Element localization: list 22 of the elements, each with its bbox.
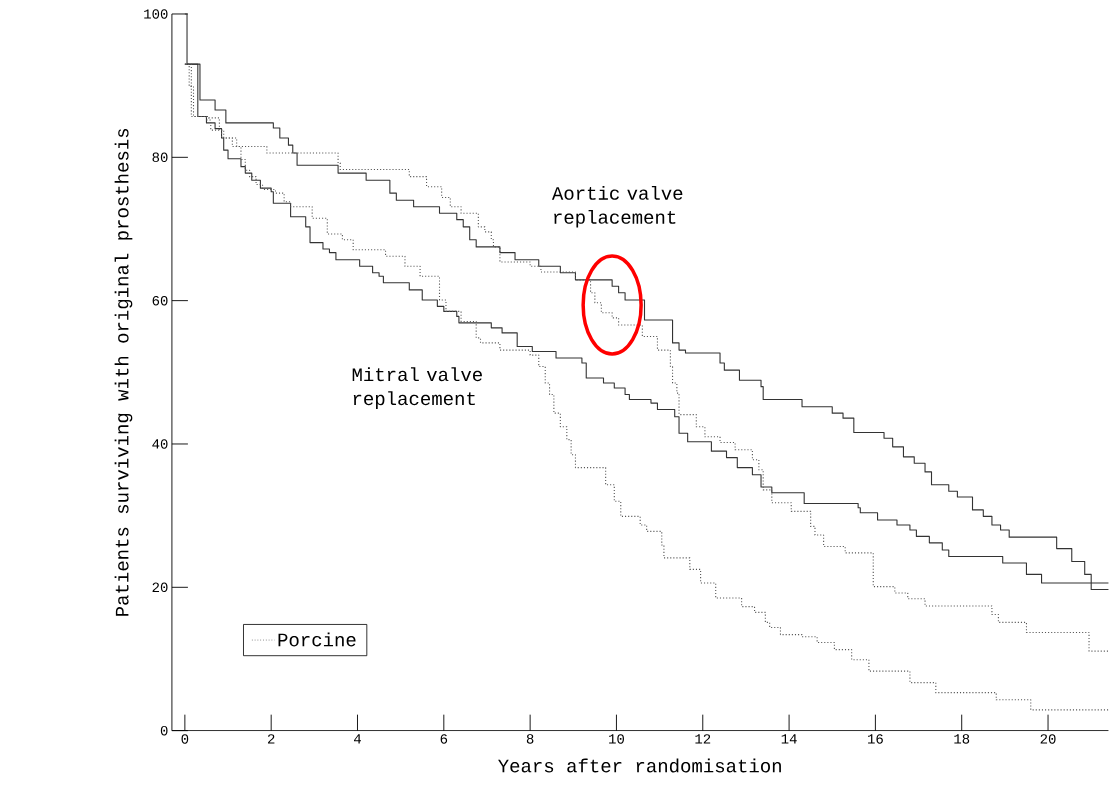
annotation: Aortic valve replacement — [551, 186, 683, 228]
y-axis-title: Patients surviving with original prosthesis — [114, 129, 133, 617]
x-axis-title: Years after randomisation — [498, 758, 781, 773]
x-tick-label: 20 — [1040, 734, 1056, 744]
x-tick-label: 8 — [526, 734, 534, 744]
y-tick-label: 40 — [152, 439, 168, 449]
x-tick-label: 6 — [440, 734, 448, 744]
y-tick-label: 60 — [152, 296, 168, 306]
x-tick-label: 2 — [267, 734, 275, 744]
y-tick-label: 100 — [144, 9, 168, 19]
x-tick-label: 16 — [868, 734, 883, 744]
x-tick-label: 0 — [181, 734, 189, 744]
x-tick-label: 14 — [781, 734, 797, 744]
y-tick-label: 0 — [160, 726, 168, 736]
x-tick-label: 18 — [954, 734, 970, 744]
y-tick-label: 80 — [152, 152, 168, 163]
y-tick-label: 20 — [152, 582, 168, 593]
x-tick-label: 10 — [609, 734, 624, 744]
legend-label: Porcine — [278, 632, 356, 647]
annotation: Mitral valve replacement — [352, 367, 482, 410]
x-tick-label: 12 — [695, 734, 711, 744]
x-tick-label: 4 — [354, 734, 361, 744]
